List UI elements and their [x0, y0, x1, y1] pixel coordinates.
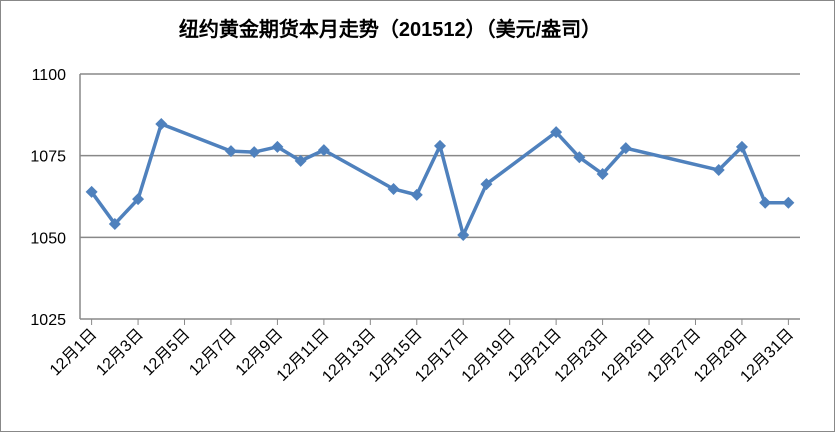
data-point — [619, 142, 632, 155]
data-point — [434, 139, 446, 152]
chart-title: 纽约黄金期货本月走势（201512）（美元/盎司） — [179, 17, 601, 41]
data-point — [573, 151, 586, 164]
data-point — [550, 126, 563, 139]
data-point — [108, 217, 121, 230]
data-point — [759, 196, 772, 209]
data-point — [410, 188, 423, 201]
data-point — [155, 117, 168, 130]
data-point — [782, 196, 795, 209]
data-point — [387, 182, 400, 195]
data-point — [294, 154, 307, 167]
data-point — [317, 144, 330, 157]
data-point — [457, 229, 470, 242]
data-point — [271, 140, 284, 153]
series-line — [90, 122, 789, 237]
y-tick-label: 1100 — [32, 67, 67, 84]
y-tick-label: 1025 — [30, 312, 66, 329]
data-point — [224, 145, 237, 158]
data-point — [85, 185, 98, 198]
data-point — [132, 193, 145, 206]
data-point — [596, 167, 609, 180]
data-point — [712, 164, 725, 177]
y-tick-label: 1050 — [30, 230, 66, 247]
data-point — [735, 140, 748, 153]
data-point — [248, 146, 261, 159]
data-point — [480, 178, 493, 191]
y-tick-label: 1075 — [30, 149, 66, 166]
